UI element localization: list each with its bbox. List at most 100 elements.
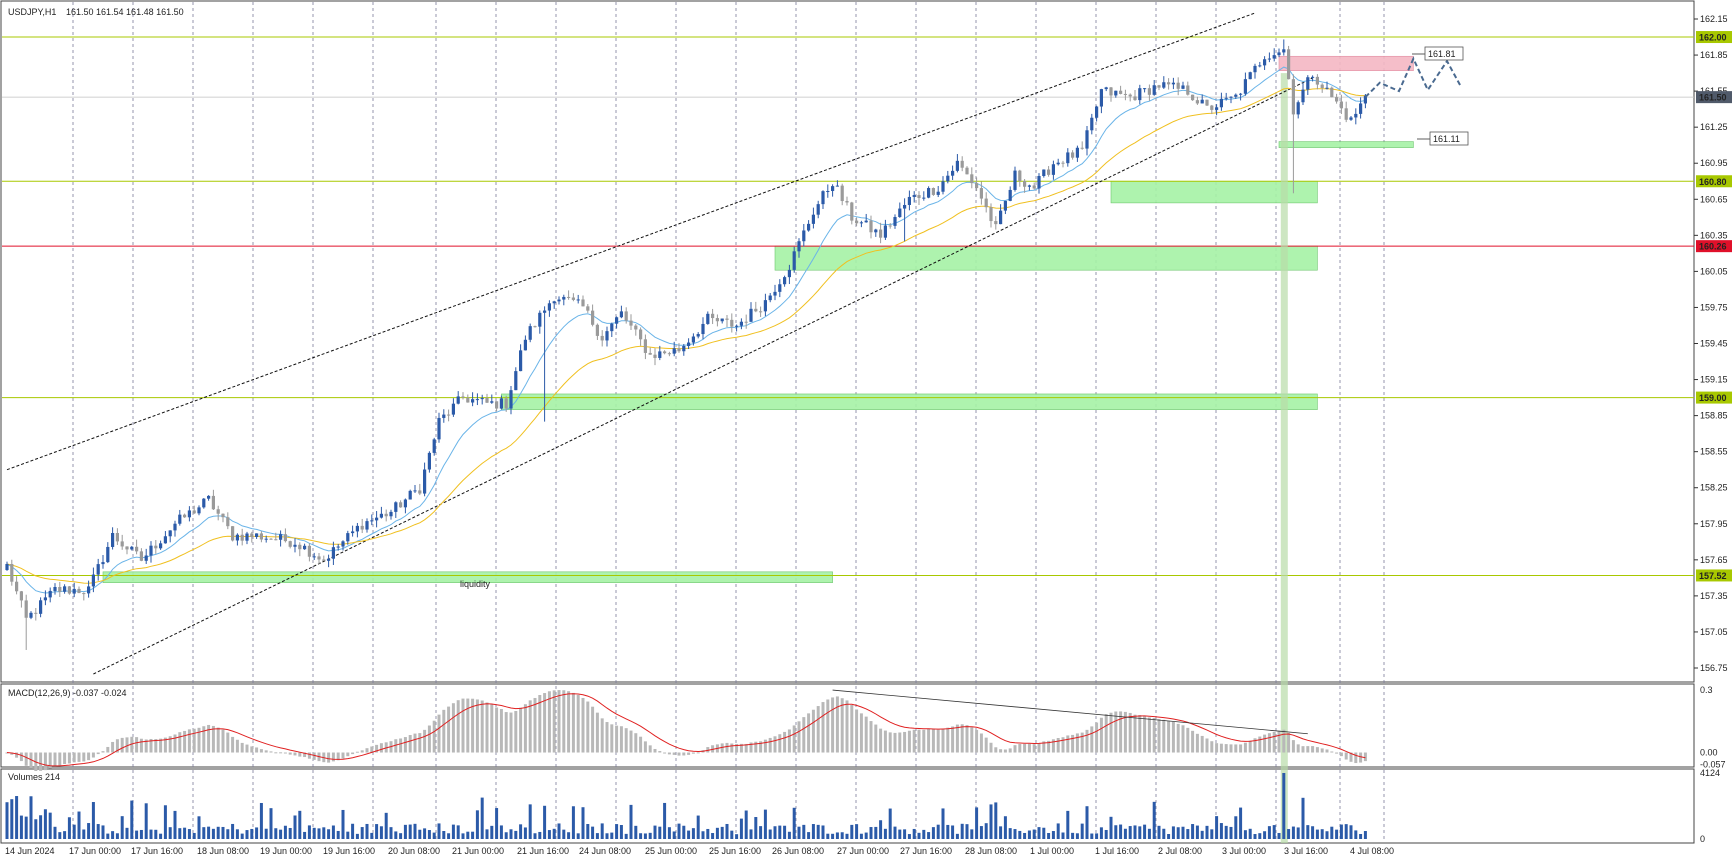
macd-histogram-bar xyxy=(130,736,134,753)
volume-bar xyxy=(130,800,134,839)
macd-histogram-bar xyxy=(1267,733,1271,753)
candle xyxy=(394,501,398,518)
volume-bar xyxy=(1013,829,1017,839)
candle xyxy=(331,541,335,565)
candle xyxy=(144,548,148,564)
candle xyxy=(24,594,28,650)
volume-bar xyxy=(1224,825,1228,839)
candle xyxy=(87,580,91,598)
candle xyxy=(874,228,878,237)
volume-bar xyxy=(370,832,374,839)
candle xyxy=(183,513,187,518)
candle xyxy=(773,284,777,301)
volume-bar xyxy=(725,823,729,839)
candle xyxy=(600,330,604,347)
macd-histogram-bar xyxy=(586,701,590,753)
macd-histogram-bar xyxy=(989,742,993,753)
volume-bar xyxy=(730,830,734,839)
volume-bar xyxy=(355,833,359,839)
volume-bar xyxy=(1330,826,1334,839)
candle xyxy=(523,335,527,351)
volume-bar xyxy=(1023,832,1027,839)
macd-histogram-bar xyxy=(336,752,340,761)
volume-bar xyxy=(711,833,715,839)
candle xyxy=(360,518,364,534)
macd-histogram-bar xyxy=(10,752,14,755)
volume-bar xyxy=(840,832,844,839)
projected-price-path[interactable] xyxy=(1364,56,1463,98)
trend-channel[interactable] xyxy=(6,12,1313,675)
macd-histogram-bar xyxy=(250,746,254,753)
volume-bar xyxy=(91,802,95,839)
macd-histogram-bar xyxy=(543,693,547,753)
volume-bar xyxy=(831,833,835,839)
candle xyxy=(1095,105,1099,122)
volume-bar xyxy=(859,833,863,839)
macd-histogram-bar xyxy=(538,695,542,753)
macd-histogram-bar xyxy=(293,752,297,756)
candle xyxy=(826,184,830,198)
ema-fast-line xyxy=(6,66,1366,594)
volume-bar xyxy=(1003,816,1007,839)
price-tick-label: 158.55 xyxy=(1700,447,1728,457)
price-label-badge: 157.52 xyxy=(1696,569,1732,582)
volume-bar xyxy=(1171,826,1175,839)
candle xyxy=(1162,76,1166,89)
candle xyxy=(1171,77,1175,90)
macd-histogram-bar xyxy=(341,752,345,759)
candle xyxy=(835,180,839,187)
volume-bar xyxy=(312,827,316,839)
candle xyxy=(787,264,791,285)
candle xyxy=(807,220,811,232)
candle xyxy=(149,541,153,563)
candle xyxy=(1311,75,1315,82)
candle xyxy=(269,538,273,540)
candle xyxy=(1272,48,1276,62)
candle xyxy=(999,204,1003,225)
volume-bar xyxy=(384,812,388,839)
projection-path[interactable] xyxy=(1364,56,1463,98)
macd-histogram-bar xyxy=(427,725,431,753)
candle xyxy=(917,191,921,205)
macd-histogram-bar xyxy=(965,725,969,753)
volume-bar xyxy=(826,833,830,839)
candle xyxy=(802,224,806,247)
candle xyxy=(951,165,955,180)
target-price-tag: 161.81 xyxy=(1412,46,1464,61)
volume-bar xyxy=(408,824,412,839)
candle xyxy=(389,509,393,520)
candle xyxy=(418,483,422,496)
macd-histogram-bar xyxy=(96,752,100,755)
price-tick-label: 161.25 xyxy=(1700,122,1728,132)
volume-bar xyxy=(821,825,825,839)
channel-trend-line[interactable] xyxy=(6,12,1256,471)
candle xyxy=(634,324,638,336)
target-zone xyxy=(1278,55,1414,71)
macd-histogram-bar xyxy=(19,752,23,762)
macd-histogram-bar xyxy=(567,691,571,753)
volume-bar xyxy=(331,825,335,839)
volume-bar xyxy=(639,833,643,839)
volume-bar xyxy=(907,834,911,839)
volume-bar xyxy=(341,809,345,839)
channel-trend-line[interactable] xyxy=(93,77,1313,675)
candle xyxy=(43,590,47,606)
volume-bar xyxy=(687,830,691,839)
macd-histogram-bar xyxy=(831,697,835,753)
macd-histogram-bar xyxy=(72,752,76,763)
candle xyxy=(557,296,561,305)
macd-histogram-bar xyxy=(1210,741,1214,753)
macd-histogram-bar xyxy=(139,738,143,753)
volume-bar xyxy=(1344,824,1348,839)
macd-histogram-bar xyxy=(898,732,902,753)
macd-histogram-bar xyxy=(87,752,91,761)
candle xyxy=(960,156,964,172)
volume-bar xyxy=(403,824,407,839)
macd-histogram-bar xyxy=(39,752,43,771)
macd-histogram-bar xyxy=(1311,746,1315,753)
volume-bar xyxy=(807,832,811,839)
macd-histogram-bar xyxy=(1023,743,1027,753)
candle xyxy=(351,525,355,537)
